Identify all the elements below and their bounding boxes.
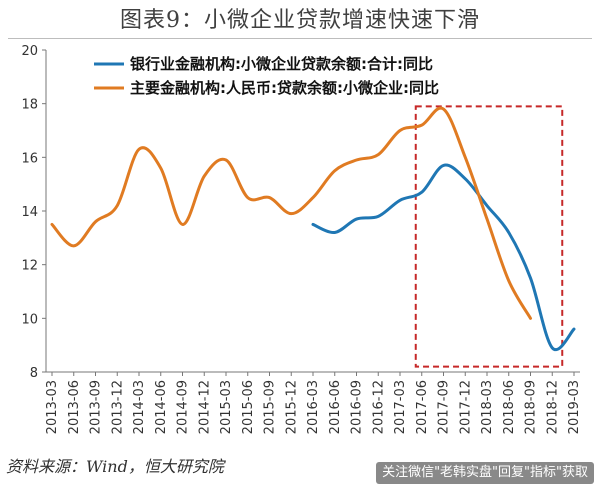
x-tick-label: 2015-03: [219, 380, 234, 434]
x-tick-label: 2016-09: [350, 380, 365, 434]
y-tick-label: 14: [21, 205, 38, 220]
x-tick-label: 2018-03: [480, 380, 495, 434]
x-tick-label: 2013-06: [67, 380, 82, 434]
watermark-banner: 关注微信"老韩实盘"回复"指标"获取: [376, 462, 594, 484]
x-tick-label: 2017-09: [437, 380, 452, 434]
y-tick-label: 8: [30, 366, 38, 381]
x-tick-label: 2016-12: [371, 380, 386, 434]
x-tick-label: 2015-12: [284, 380, 299, 434]
x-tick-label: 2018-09: [524, 380, 539, 434]
legend-label-1: 银行业金融机构:小微企业贷款余额:合计:同比: [130, 55, 433, 73]
chart-axes: 8 10 12 14 16 18 20 2013-03 2013-06 2013-09 2013-1…: [21, 44, 582, 434]
x-tick-label: 2016-03: [306, 380, 321, 434]
x-tick-label: 2015-06: [241, 380, 256, 434]
x-tick-label: 2013-12: [110, 380, 125, 434]
x-tick-label: 2017-12: [458, 380, 473, 434]
chart-title: 图表9：小微企业贷款增速快速下滑: [120, 8, 480, 33]
x-tick-label: 2017-06: [415, 380, 430, 434]
y-tick-label: 20: [21, 44, 38, 59]
legend-label-2: 主要金融机构:人民币:贷款余额:小微企业:同比: [130, 79, 439, 97]
highlight-box: [414, 105, 564, 368]
x-tick-label: 2016-06: [328, 380, 343, 434]
x-tick-label: 2018-12: [545, 380, 560, 434]
y-tick-label: 10: [21, 312, 38, 327]
series-line-1: [311, 163, 576, 352]
x-tick-label: 2014-09: [176, 380, 191, 434]
title-divider: [8, 38, 592, 39]
y-tick-label: 16: [21, 151, 38, 166]
source-note: 资料来源：Wind，恒大研究院: [6, 457, 224, 476]
y-tick-label: 18: [21, 98, 38, 113]
x-tick-label: 2017-03: [393, 380, 408, 434]
x-tick-label: 2013-09: [89, 380, 104, 434]
x-tick-label: 2014-03: [132, 380, 147, 434]
line-chart: 8 10 12 14 16 18 20 2013-03 2013-06 2013-09 2013-1…: [21, 44, 582, 434]
x-tick-label: 2013-03: [45, 380, 60, 434]
x-tick-label: 2014-12: [197, 380, 212, 434]
x-tick-label: 2015-09: [263, 380, 278, 434]
x-tick-label: 2018-06: [502, 380, 517, 434]
series-line-2: [50, 106, 532, 320]
series-lines: [50, 106, 576, 352]
x-tick-label: 2019-03: [567, 380, 582, 434]
y-tick-label: 12: [21, 259, 38, 274]
highlight-box-group: [414, 105, 564, 368]
chart-legend: 银行业金融机构:小微企业贷款余额:合计:同比主要金融机构:人民币:贷款余额:小微…: [94, 55, 439, 97]
x-tick-label: 2014-06: [154, 380, 169, 434]
